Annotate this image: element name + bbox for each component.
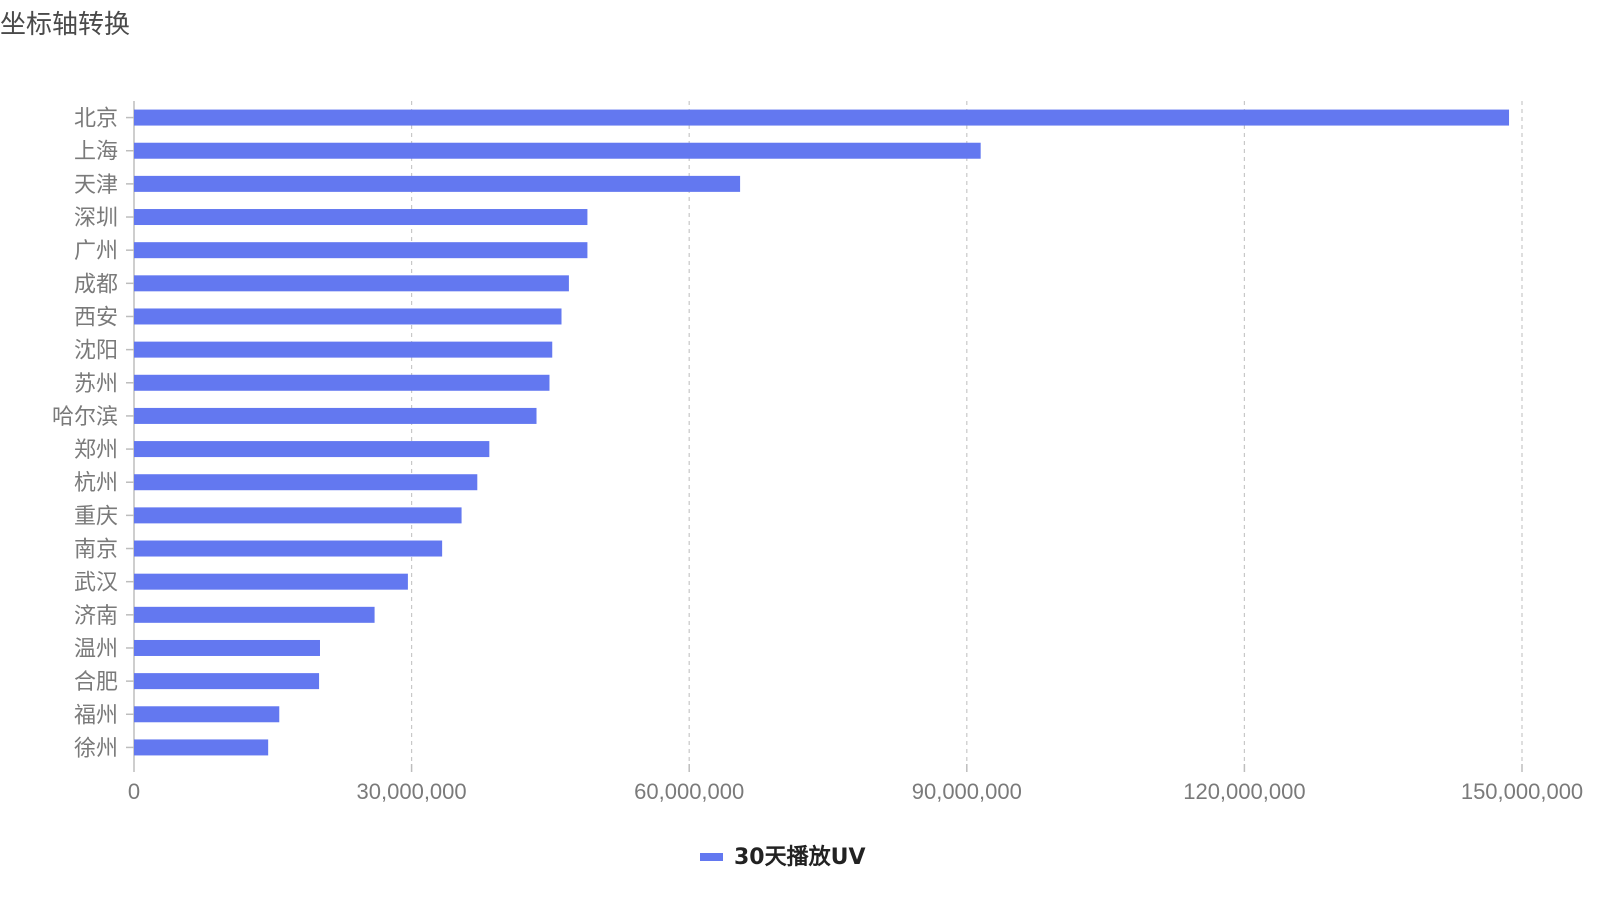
y-tick-label: 杭州	[74, 471, 118, 496]
legend-swatch	[700, 853, 723, 861]
y-tick-label: 北京	[74, 107, 118, 132]
y-tick-label: 温州	[74, 637, 118, 662]
y-tick-label: 沈阳	[74, 339, 118, 364]
y-tick-label: 天津	[74, 173, 118, 198]
y-tick-label: 武汉	[74, 571, 118, 596]
bar-济南	[134, 606, 375, 623]
x-tick-label: 90,000,000	[912, 779, 1022, 804]
bar-北京	[134, 109, 1510, 126]
chart-title: 坐标轴转换	[0, 10, 131, 40]
x-tick-label: 120,000,000	[1183, 779, 1305, 804]
bar-徐州	[134, 739, 269, 756]
bar-南京	[134, 540, 443, 557]
legend-label: 30天播放UV	[734, 844, 866, 870]
legend: 30天播放UV	[700, 844, 866, 870]
x-tick-label: 0	[128, 779, 140, 804]
y-tick-label: 深圳	[74, 206, 118, 231]
bar-温州	[134, 639, 320, 656]
bar-天津	[134, 175, 741, 192]
y-tick-label: 西安	[74, 305, 118, 330]
y-tick-label: 重庆	[74, 504, 118, 529]
x-tick-label: 150,000,000	[1461, 779, 1583, 804]
y-tick-label: 徐州	[74, 736, 118, 761]
x-tick-label: 30,000,000	[357, 779, 467, 804]
bar-西安	[134, 308, 562, 325]
y-tick-label: 广州	[74, 239, 118, 264]
bar-重庆	[134, 507, 462, 524]
bar-哈尔滨	[134, 407, 537, 424]
bar-苏州	[134, 374, 550, 391]
bar-武汉	[134, 573, 408, 590]
y-tick-label: 合肥	[74, 670, 118, 695]
y-tick-label: 成都	[74, 272, 118, 297]
y-tick-label: 福州	[74, 703, 118, 728]
y-tick-label: 上海	[74, 140, 118, 165]
bar-广州	[134, 242, 588, 259]
bar-杭州	[134, 474, 478, 491]
y-tick-label: 南京	[74, 538, 118, 563]
bar-上海	[134, 142, 981, 159]
bar-福州	[134, 706, 280, 723]
bar-沈阳	[134, 341, 553, 358]
y-tick-label: 济南	[74, 604, 118, 629]
x-tick-label: 60,000,000	[634, 779, 744, 804]
y-tick-label: 郑州	[74, 438, 118, 463]
bar-合肥	[134, 673, 320, 690]
bar-深圳	[134, 209, 588, 226]
y-tick-label: 苏州	[74, 372, 118, 397]
y-tick-label: 哈尔滨	[52, 405, 118, 430]
bar-成都	[134, 275, 569, 292]
bar-郑州	[134, 441, 490, 458]
